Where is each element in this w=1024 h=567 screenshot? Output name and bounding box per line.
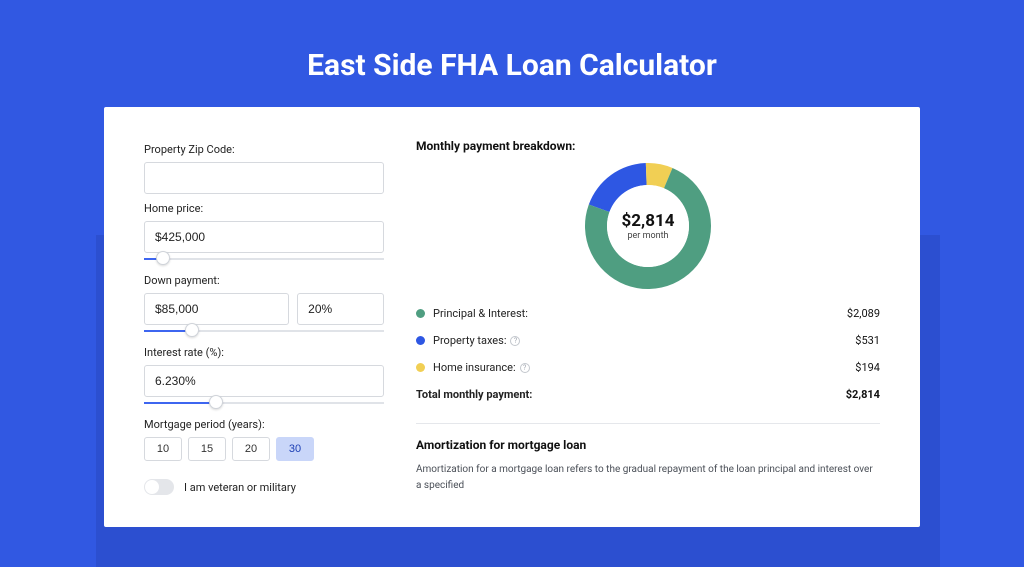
zip-input[interactable] (144, 162, 384, 194)
legend-row-2: Home insurance:? $194 (416, 361, 880, 374)
donut-amount: $2,814 (622, 211, 675, 231)
legend-value: $2,089 (847, 307, 880, 320)
legend-dot (416, 309, 425, 318)
legend-total-row: Total monthly payment: $2,814 (416, 388, 880, 401)
legend-dot (416, 363, 425, 372)
price-slider-thumb[interactable] (156, 251, 170, 265)
info-icon[interactable]: ? (520, 363, 530, 373)
amortization-title: Amortization for mortgage loan (416, 438, 880, 452)
period-option-10[interactable]: 10 (144, 437, 182, 461)
info-icon[interactable]: ? (510, 336, 520, 346)
legend-label: Home insurance: (433, 361, 516, 374)
down-slider-thumb[interactable] (185, 323, 199, 337)
price-label: Home price: (144, 202, 384, 215)
page-title: East Side FHA Loan Calculator (0, 0, 1024, 107)
down-amount-input[interactable] (144, 293, 289, 325)
legend-row-1: Property taxes:? $531 (416, 334, 880, 347)
legend-label: Principal & Interest: (433, 307, 528, 320)
price-input[interactable] (144, 221, 384, 253)
legend-label: Property taxes: (433, 334, 506, 347)
rate-slider[interactable] (144, 396, 384, 410)
amortization-text: Amortization for a mortgage loan refers … (416, 462, 880, 494)
donut-chart: $2,814 per month (585, 163, 711, 289)
down-label: Down payment: (144, 274, 384, 287)
rate-slider-fill (144, 402, 216, 404)
legend-value: $194 (855, 361, 880, 374)
period-option-15[interactable]: 15 (188, 437, 226, 461)
period-label: Mortgage period (years): (144, 418, 384, 431)
zip-label: Property Zip Code: (144, 143, 384, 156)
period-group: 10152030 (144, 437, 384, 461)
calculator-card: Property Zip Code: Home price: Down paym… (104, 107, 920, 527)
legend-value: $531 (855, 334, 880, 347)
legend-dot (416, 336, 425, 345)
form-panel: Property Zip Code: Home price: Down paym… (144, 135, 384, 507)
down-slider[interactable] (144, 324, 384, 338)
legend-total-label: Total monthly payment: (416, 388, 532, 401)
breakdown-title: Monthly payment breakdown: (416, 139, 880, 153)
veteran-toggle-knob (145, 480, 159, 494)
breakdown-panel: Monthly payment breakdown: $2,814 per mo… (416, 135, 880, 507)
legend-total-value: $2,814 (846, 388, 880, 401)
rate-label: Interest rate (%): (144, 346, 384, 359)
veteran-label: I am veteran or military (184, 481, 296, 494)
legend-row-0: Principal & Interest: $2,089 (416, 307, 880, 320)
veteran-toggle[interactable] (144, 479, 174, 495)
period-option-30[interactable]: 30 (276, 437, 314, 461)
period-option-20[interactable]: 20 (232, 437, 270, 461)
legend: Principal & Interest: $2,089 Property taxe… (416, 307, 880, 401)
donut-sub: per month (627, 231, 668, 241)
down-percent-input[interactable] (297, 293, 384, 325)
price-slider[interactable] (144, 252, 384, 266)
rate-slider-thumb[interactable] (209, 395, 223, 409)
rate-input[interactable] (144, 365, 384, 397)
